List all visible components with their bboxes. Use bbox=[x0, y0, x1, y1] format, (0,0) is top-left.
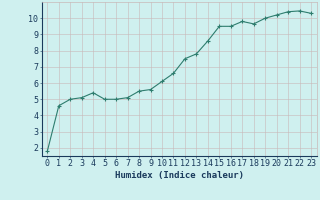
X-axis label: Humidex (Indice chaleur): Humidex (Indice chaleur) bbox=[115, 171, 244, 180]
